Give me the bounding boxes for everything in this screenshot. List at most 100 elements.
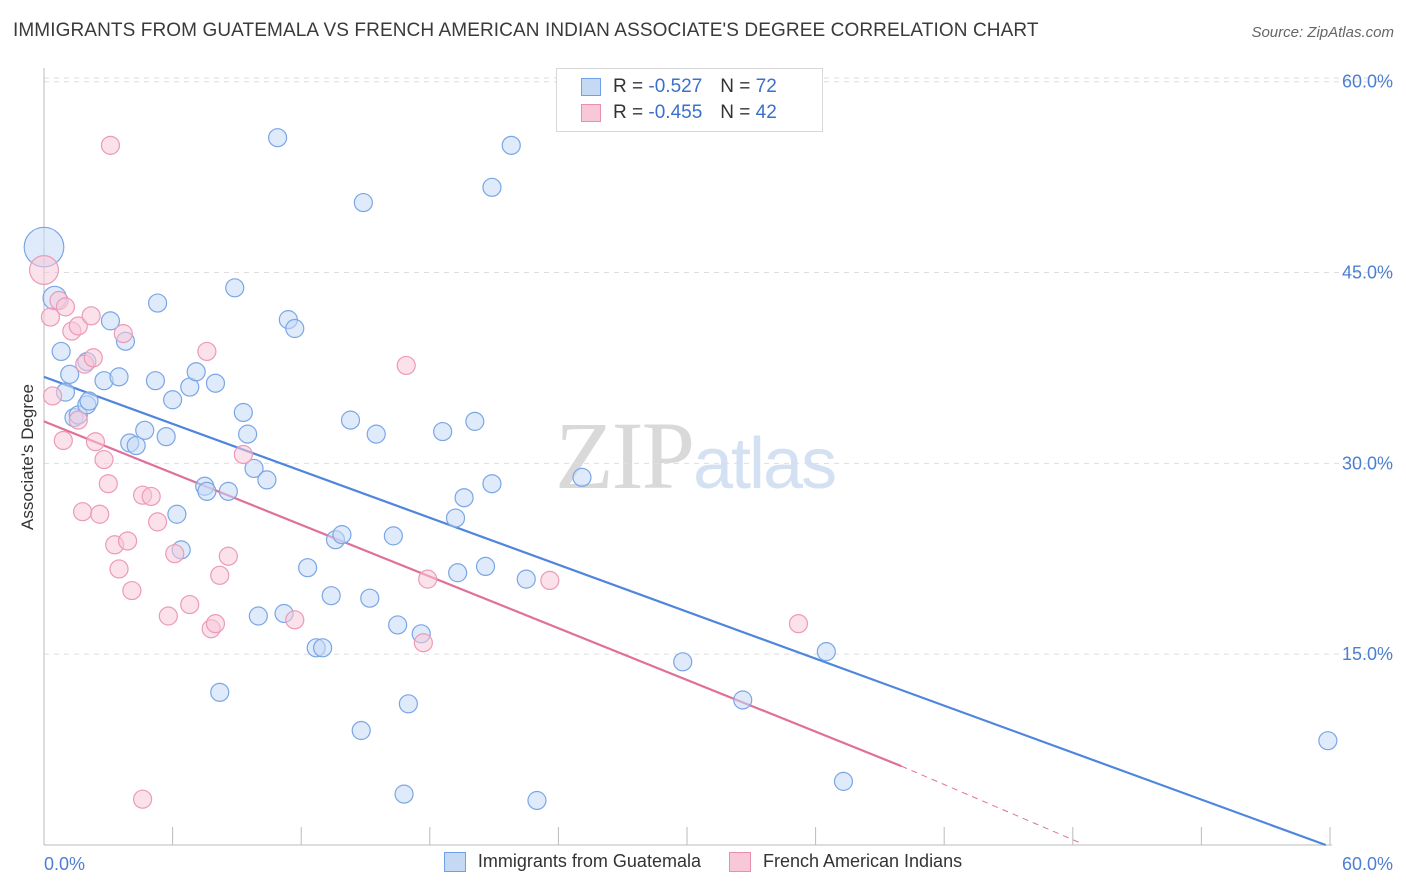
stats-row-french-american-indians: R = -0.455 N = 42 (581, 101, 777, 125)
source-label: Source: ZipAtlas.com (1251, 24, 1394, 41)
stats-n-label: N = (720, 102, 751, 123)
point-guatemala (340, 410, 361, 430)
point-guatemala (465, 411, 485, 431)
point-french-american-indians (418, 569, 438, 589)
point-french-american-indians (29, 255, 59, 286)
point-guatemala (244, 458, 264, 479)
legend-item-french-american-indians[interactable]: French American Indians (728, 851, 963, 872)
y-tick-label: 60.0% (1342, 72, 1393, 92)
point-french-american-indians (788, 614, 809, 634)
watermark-atlas: atlas (693, 424, 837, 504)
y-tick-label: 15.0% (1342, 644, 1393, 664)
point-guatemala (572, 467, 592, 487)
point-french-american-indians (81, 306, 101, 326)
point-guatemala (673, 652, 693, 672)
point-guatemala (268, 128, 288, 148)
point-french-american-indians (285, 610, 305, 630)
correlation-stats-box: R = -0.527 N = 72 R = -0.455 N = 42 (556, 68, 823, 132)
y-tick-label: 30.0% (1342, 453, 1393, 473)
point-guatemala (366, 424, 386, 444)
point-guatemala (205, 373, 226, 393)
point-french-american-indians (396, 355, 416, 376)
point-guatemala (238, 424, 258, 444)
point-french-american-indians (85, 432, 106, 452)
point-guatemala (298, 558, 318, 578)
point-french-american-indians (413, 633, 433, 653)
chart-title: IMMIGRANTS FROM GUATEMALA VS FRENCH AMER… (13, 20, 1039, 41)
point-french-american-indians (100, 135, 121, 155)
point-guatemala (351, 720, 371, 741)
point-guatemala (257, 470, 277, 490)
point-french-american-indians (117, 531, 138, 551)
point-guatemala (475, 556, 496, 577)
legend: Immigrants from Guatemala French America… (0, 851, 1406, 872)
point-guatemala (79, 391, 99, 411)
point-guatemala (360, 588, 380, 608)
point-french-american-indians (147, 512, 168, 532)
point-guatemala (51, 341, 71, 362)
point-guatemala (135, 420, 155, 440)
stats-r-label: R = (613, 76, 644, 97)
point-guatemala (501, 135, 521, 155)
point-french-american-indians (165, 544, 185, 564)
y-tick-label: 45.0% (1342, 263, 1393, 283)
point-guatemala (285, 318, 305, 339)
point-guatemala (394, 784, 414, 804)
axes (43, 68, 1332, 846)
point-french-american-indians (72, 502, 93, 522)
legend-swatch-guatemala (443, 851, 466, 872)
point-guatemala (126, 435, 146, 456)
trend-lines (43, 375, 1327, 847)
watermark-zip: ZIP (555, 402, 695, 509)
point-guatemala (210, 682, 230, 702)
stats-r-value: -0.527 (648, 76, 703, 97)
point-guatemala (816, 642, 836, 662)
point-french-american-indians (180, 594, 200, 615)
point-guatemala (445, 508, 466, 528)
point-french-american-indians (42, 386, 63, 406)
point-french-american-indians (90, 504, 110, 524)
point-guatemala (147, 293, 168, 313)
point-guatemala (248, 606, 268, 626)
point-guatemala (332, 525, 352, 545)
point-guatemala (454, 488, 474, 508)
point-guatemala (482, 474, 502, 494)
point-guatemala (433, 421, 453, 442)
legend-item-guatemala[interactable]: Immigrants from Guatemala (443, 851, 701, 872)
point-french-american-indians (210, 565, 230, 585)
point-french-american-indians (98, 474, 118, 494)
point-guatemala (388, 615, 408, 635)
tick-labels: 15.0% 30.0% 45.0% 60.0% 0.0% 60.0% (44, 72, 1393, 874)
point-guatemala (109, 367, 129, 387)
trend-line-extension-french-american-indians (901, 765, 1080, 843)
point-guatemala (197, 481, 217, 501)
point-guatemala (145, 371, 166, 391)
stats-row-guatemala: R = -0.527 N = 72 (581, 75, 777, 99)
stats-swatch-guatemala (581, 78, 601, 96)
point-french-american-indians (132, 789, 153, 809)
point-guatemala (163, 390, 183, 410)
legend-label-guatemala: Immigrants from Guatemala (477, 851, 701, 871)
trend-line-guatemala (43, 375, 1327, 847)
data-points (23, 128, 1338, 811)
point-guatemala (448, 563, 468, 583)
y-axis-label: Associate's Degree (18, 384, 37, 530)
point-guatemala (218, 481, 238, 501)
point-french-american-indians (40, 307, 61, 327)
watermark: ZIPatlas (555, 400, 837, 511)
legend-swatch-french-american-indians (728, 851, 751, 872)
point-guatemala (353, 192, 373, 213)
legend-label-french-american-indians: French American Indians (762, 851, 963, 871)
point-french-american-indians (540, 570, 560, 591)
stats-n-label: N = (720, 76, 751, 97)
point-french-american-indians (55, 297, 76, 317)
point-guatemala (233, 402, 253, 423)
point-french-american-indians (68, 410, 88, 430)
grid-lines (44, 77, 1392, 655)
point-guatemala (60, 364, 80, 384)
point-french-american-indians (141, 486, 161, 507)
point-guatemala (482, 177, 502, 197)
point-guatemala (313, 638, 333, 658)
point-guatemala (186, 362, 206, 382)
